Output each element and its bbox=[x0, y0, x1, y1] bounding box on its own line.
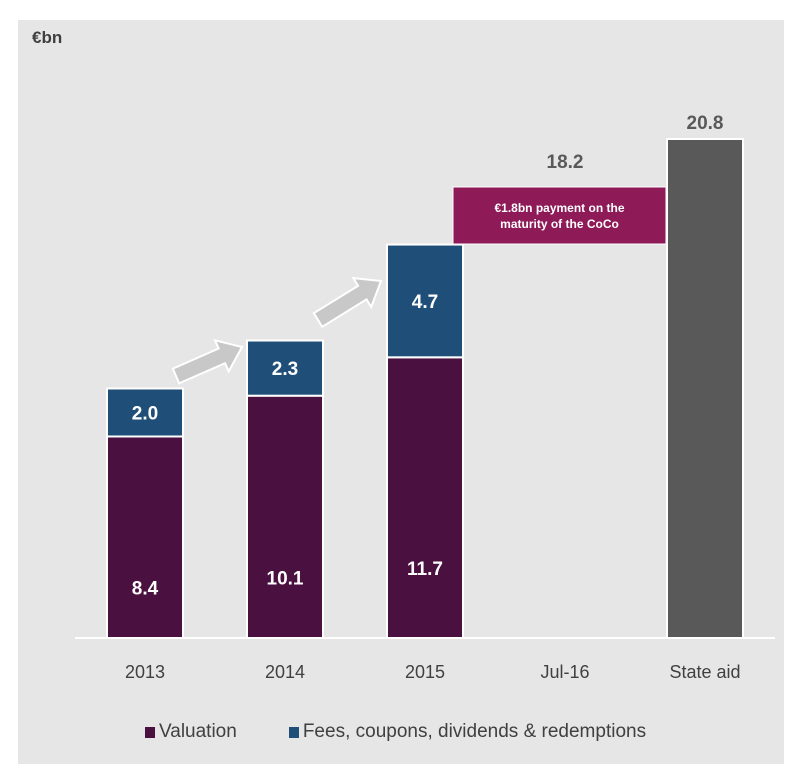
bar-state-aid-state-aid bbox=[666, 138, 744, 639]
legend: Valuation Fees, coupons, dividends & red… bbox=[145, 721, 646, 743]
data-label-fees-2015: 4.7 bbox=[412, 292, 438, 313]
legend-label-valuation: Valuation bbox=[159, 721, 237, 742]
bar-fees-2013 bbox=[106, 387, 184, 438]
data-label-valuation-2013: 8.4 bbox=[132, 579, 159, 600]
x-tick-label: 2015 bbox=[405, 662, 445, 682]
legend-label-fees: Fees, coupons, dividends & redemptions bbox=[302, 721, 647, 742]
unit-label: €bn bbox=[32, 28, 63, 47]
legend-item-fees: Fees, coupons, dividends & redemptions bbox=[288, 721, 647, 743]
x-tick-label: 2013 bbox=[125, 662, 165, 682]
x-tick-label: 2014 bbox=[265, 662, 305, 682]
legend-item-valuation: Valuation bbox=[145, 721, 237, 743]
bar-fees-2015 bbox=[386, 243, 464, 359]
x-tick-label: Jul-16 bbox=[540, 662, 589, 682]
x-tick-label: State aid bbox=[669, 662, 740, 682]
legend-swatch-valuation bbox=[145, 726, 155, 738]
data-label-valuation-2014: 10.1 bbox=[267, 568, 304, 589]
callout-box bbox=[452, 186, 667, 245]
coco-payment-callout: €1.8bn payment on the maturity of the Co… bbox=[494, 200, 625, 231]
data-label-fees-2014: 2.3 bbox=[272, 359, 298, 380]
bar-valuation-2015 bbox=[386, 356, 464, 639]
total-label-jul-16: 18.2 bbox=[547, 152, 584, 173]
growth-arrow-2013-2014 bbox=[171, 338, 244, 385]
growth-arrow-2014-2015 bbox=[312, 276, 383, 329]
bar-valuation-2014 bbox=[246, 394, 324, 639]
total-label-state-aid: 20.8 bbox=[687, 113, 724, 134]
legend-swatch-fees bbox=[288, 726, 299, 738]
data-label-fees-2013: 2.0 bbox=[132, 403, 158, 424]
data-label-valuation-2015: 11.7 bbox=[407, 559, 443, 580]
bar-valuation-2013 bbox=[106, 435, 184, 639]
bar-fees-2014 bbox=[246, 339, 324, 397]
